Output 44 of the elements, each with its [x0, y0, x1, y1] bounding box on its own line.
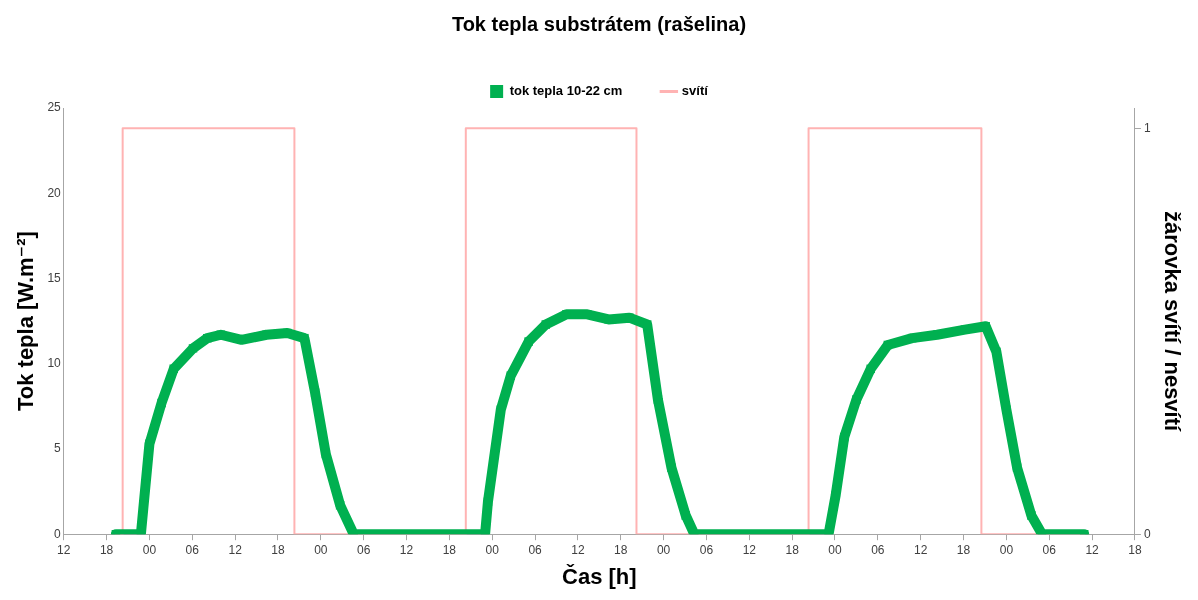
x-tick-label: 18	[956, 542, 971, 557]
x-tick-label: 00	[485, 542, 500, 557]
x-tick-label: 18	[442, 542, 457, 557]
x-tick-label: 00	[656, 542, 671, 557]
x-tick-label: 18	[99, 542, 114, 557]
x-tick-label: 06	[699, 542, 714, 557]
y2-tick-label: 0	[1143, 526, 1151, 541]
point	[300, 333, 309, 343]
y-tick-label: 0	[54, 526, 62, 541]
point	[1012, 463, 1022, 472]
x-tick-label: 18	[271, 542, 285, 557]
x-tick-label: 12	[57, 542, 71, 557]
y-tick-label: 10	[47, 356, 62, 371]
x-tick-label: 12	[571, 542, 585, 557]
x-tick-label: 06	[871, 542, 885, 557]
x-tick-label: 12	[914, 542, 928, 557]
x-tick-label: 00	[828, 542, 842, 557]
y-tick-label: 5	[54, 441, 62, 456]
point	[866, 364, 875, 374]
x-tick-label: 12	[1085, 542, 1100, 557]
y2-axis-title: žárovka svítí / nesvítí	[1159, 211, 1185, 433]
chart-title: Tok tepla substrátem (rašelina)	[451, 12, 747, 35]
point	[188, 344, 198, 353]
x-tick-label: 18	[1128, 542, 1142, 557]
x-tick-label: 12	[742, 542, 757, 557]
x-tick-label: 00	[314, 542, 328, 557]
x-tick-label: 00	[999, 542, 1014, 557]
x-tick-label: 06	[528, 542, 543, 557]
legend-label: svítí	[681, 83, 709, 99]
x-tick-label: 18	[785, 542, 800, 557]
x-tick-label: 12	[399, 542, 414, 557]
y2-tick-label: 1	[1143, 120, 1151, 135]
legend-label: tok tepla 10-22 cm	[509, 83, 623, 99]
y-tick-label: 15	[47, 270, 62, 285]
y-axis-title: Tok tepla [W.m⁻²]	[13, 231, 39, 412]
x-tick-label: 06	[1042, 542, 1057, 557]
x-tick-label: 00	[142, 542, 157, 557]
x-tick-label: 06	[185, 542, 200, 557]
y-tick-label: 20	[47, 185, 62, 200]
x-tick-label: 18	[614, 542, 628, 557]
y-tick-label: 25	[47, 100, 62, 115]
x-tick-label: 06	[357, 542, 371, 557]
x-axis-title: Čas [h]	[562, 563, 637, 589]
x-tick-label: 12	[228, 542, 243, 557]
